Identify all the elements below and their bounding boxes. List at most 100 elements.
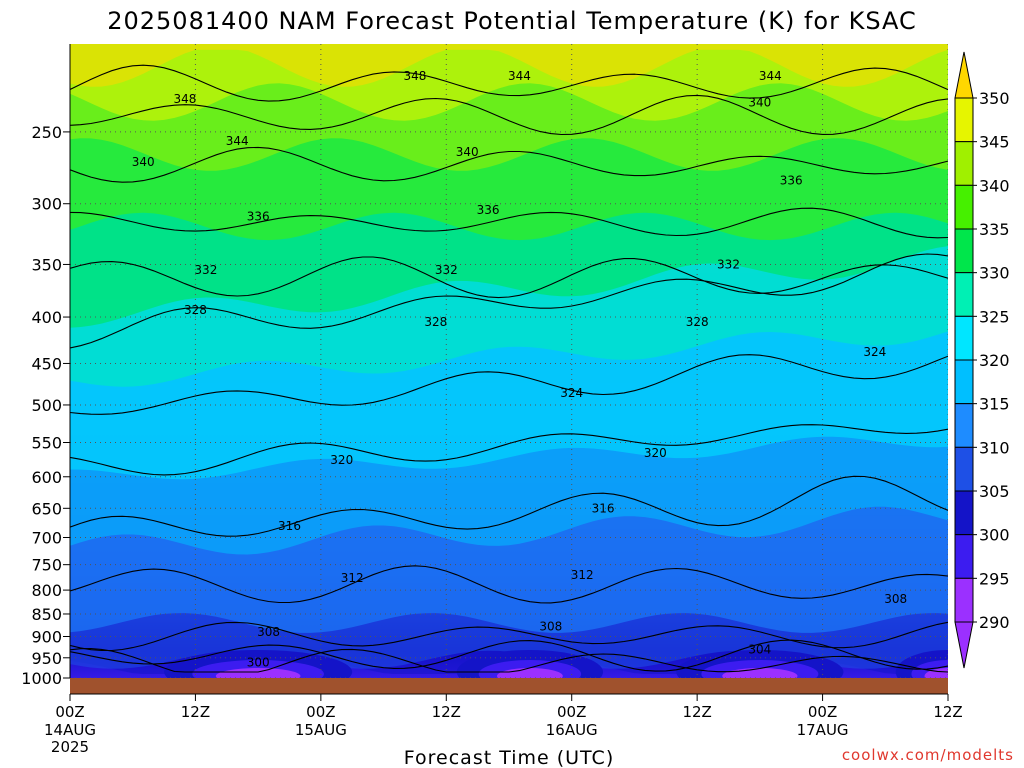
plot-area [70,44,948,678]
y-tick-label: 650 [31,499,62,518]
contour-line-332 [70,256,948,299]
y-tick-label: 400 [31,308,62,327]
cool-pool-core [215,668,301,678]
contour-label-328: 328 [686,315,709,329]
colorbar-tick-label: 310 [979,438,1010,457]
contour-label-340: 340 [456,145,479,159]
colorbar-tick-label: 340 [979,176,1010,195]
contour-line-312 [70,565,948,604]
contour-label-340: 340 [132,155,155,169]
cool-pool-core [496,668,563,678]
contour-label-336: 336 [247,210,270,224]
contour-label-344: 344 [226,134,249,148]
colorbar-tick-label: 350 [979,89,1010,108]
colorbar-max-arrow [954,51,974,99]
y-tick-label: 500 [31,396,62,415]
colorbar-swatch [954,272,974,317]
colorbar-tick-label: 295 [979,569,1010,588]
contour-label-332: 332 [194,263,217,277]
colorbar-min-arrow [954,621,974,669]
y-tick-label: 850 [31,605,62,624]
colorbar-tick-label: 320 [979,351,1010,370]
contour-label-300: 300 [247,656,270,670]
contour-line-340 [70,146,948,183]
colorbar-swatch [954,577,974,623]
y-tick-label: 700 [31,528,62,547]
colorbar-swatch [954,490,974,536]
x-tick-label: 12Z [181,703,210,721]
contour-lines [70,64,948,673]
contour-label-320: 320 [644,446,667,460]
x-tick-label: 12Z [682,703,711,721]
grid-lines [70,44,948,678]
y-tick-label: 300 [31,195,62,214]
fill-band-350 [70,44,948,87]
contour-label-308: 308 [257,625,280,639]
colorbar: 350 345 340 335 330 325 320 315 310 305 300 295 290 [954,51,1010,669]
y-axis: 250 300 350 400 450 500 550 600 650 700 750 800 850 9… [21,44,71,688]
contour-label-344: 344 [508,69,531,83]
y-tick-label: 350 [31,255,62,274]
contour-label-332: 332 [717,257,740,271]
x-tick-date: 14AUG [44,721,96,739]
contour-line-304 [70,639,948,672]
contour-line-316 [70,475,948,537]
contour-label-328: 328 [184,303,207,317]
contour-label-340: 340 [748,95,771,109]
colorbar-tick-label: 325 [979,307,1010,326]
y-tick-label: 750 [31,556,62,575]
chart-title: 2025081400 NAM Forecast Potential Temper… [107,7,917,35]
contour-line-308 [70,621,948,652]
y-tick-label: 950 [31,649,62,668]
colorbar-swatch [954,315,974,361]
x-axis-title: Forecast Time (UTC) [404,747,614,768]
contour-label-348: 348 [403,69,426,83]
contour-label-332: 332 [435,263,458,277]
x-tick-label: 00Z [808,703,837,721]
colorbar-swatch [954,97,974,143]
colorbar-swatch [954,184,974,230]
colorbar-tick-label: 290 [979,613,1010,632]
colorbar-swatch [954,359,974,405]
x-tick-date: 16AUG [546,721,598,739]
colorbar-tick-label: 300 [979,526,1010,545]
colorbar-swatch [954,403,974,448]
contour-line-348 [70,64,948,102]
y-tick-label: 600 [31,468,62,487]
contour-line-300 [70,647,948,673]
contour-label-336: 336 [477,203,500,217]
colorbar-tick-label: 315 [979,395,1010,414]
contour-label-324: 324 [863,345,886,359]
contour-label-304: 304 [748,642,771,656]
contour-label-308: 308 [539,620,562,634]
contour-label-348: 348 [174,92,197,106]
x-tick-label: 00Z [55,703,84,721]
colorbar-tick-label: 335 [979,220,1010,239]
credit-text: coolwx.com/modelts [842,746,1014,764]
ground-strip [70,678,948,694]
x-tick-label: 12Z [933,703,962,721]
y-tick-label: 450 [31,354,62,373]
contour-line-328 [70,253,948,349]
contour-line-344 [70,94,948,136]
colorbar-swatch [954,446,974,492]
colorbar-swatch [954,534,974,579]
x-tick-date: 17AUG [797,721,849,739]
x-tick-date: 15AUG [295,721,347,739]
colorbar-tick-label: 345 [979,133,1010,152]
x-tick-year: 2025 [51,738,89,756]
contour-label-312: 312 [341,571,364,585]
contour-line-320 [70,424,948,476]
contour-label-336: 336 [780,174,803,188]
cool-pool-core [924,668,948,678]
colorbar-swatch [954,228,974,274]
contour-label-316: 316 [592,501,615,515]
x-tick-label: 12Z [432,703,461,721]
contour-labels: 300 304 308 308 308 312 312 316 316 320 320 324 324 3… [132,69,907,670]
x-tick-label: 00Z [306,703,335,721]
y-tick-label: 250 [31,123,62,142]
y-tick-label: 900 [31,627,62,646]
